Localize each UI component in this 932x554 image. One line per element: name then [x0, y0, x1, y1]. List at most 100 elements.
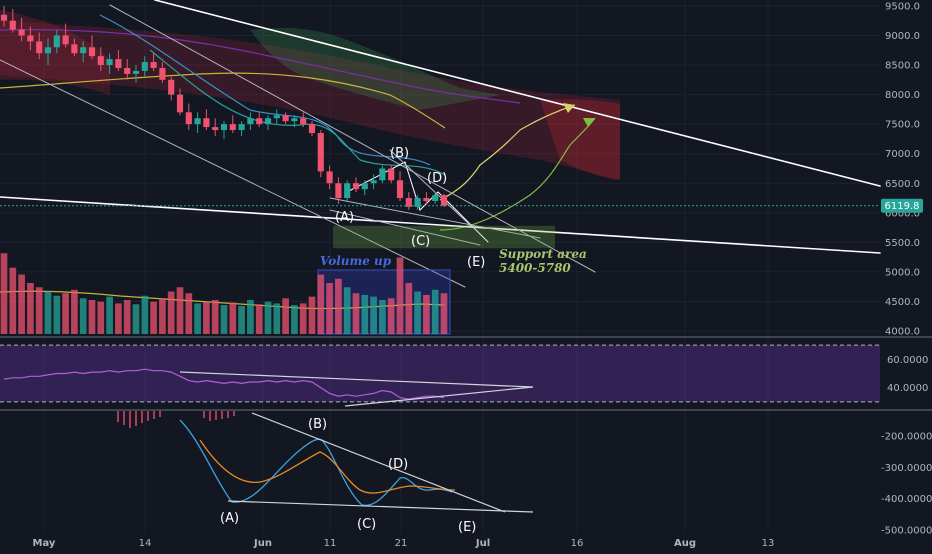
- price-tick-label: 7500.0: [885, 120, 920, 131]
- candle: [344, 180, 351, 201]
- candle: [62, 23, 69, 48]
- time-axis-ticks: May 14 Jun 11 21 Jul 16 Aug 13: [33, 538, 775, 549]
- volume-bar: [211, 300, 219, 334]
- support-line: [0, 196, 881, 254]
- volume-bar: [18, 274, 25, 334]
- price-tick-label: 9000.0: [885, 31, 920, 42]
- volume-bar: [106, 296, 113, 334]
- candle: [247, 112, 254, 131]
- macd-wave-label-d: (D): [388, 457, 408, 472]
- candle: [159, 62, 166, 83]
- volume-bar: [379, 300, 386, 334]
- candle: [80, 41, 87, 63]
- volume-bar: [115, 303, 122, 334]
- time-tick-label: Jun: [253, 538, 272, 549]
- time-tick-label: Aug: [674, 538, 696, 549]
- oscillator-axis-ticks: 60.0000 40.0000: [887, 355, 928, 394]
- price-tick-label: 8500.0: [885, 61, 920, 72]
- volume-bar: [405, 283, 413, 334]
- price-tick-label: 5500.0: [885, 238, 920, 249]
- ma-yellow: [0, 72, 446, 129]
- volume-bar: [220, 305, 228, 334]
- macd-tick-label: -300.0000: [881, 463, 932, 474]
- volume-bar: [264, 301, 272, 334]
- macd-line: [179, 419, 453, 507]
- volume-bar: [423, 294, 430, 334]
- price-tick-label: 7000.0: [885, 149, 920, 160]
- candle: [291, 115, 298, 128]
- volume-bar: [291, 305, 298, 334]
- time-tick-label: 21: [395, 538, 408, 549]
- volume-bar: [238, 305, 245, 334]
- volume-bar: [440, 293, 448, 334]
- volume-bar: [282, 298, 289, 334]
- volume-bars: [0, 253, 448, 334]
- volume-bar: [370, 296, 377, 334]
- time-axis-panel: [0, 533, 932, 550]
- candle: [71, 38, 78, 57]
- channel-upper: [109, 4, 596, 273]
- candle: [396, 171, 404, 201]
- wave-label-d: (D): [427, 171, 447, 186]
- volume-bar: [159, 298, 166, 334]
- candle: [106, 53, 113, 74]
- arrow-head-green: [583, 118, 595, 127]
- support-area-title: Support area: [499, 247, 587, 261]
- volume-bar: [167, 291, 175, 334]
- candle: [168, 76, 175, 101]
- candle: [97, 47, 104, 71]
- candle: [53, 29, 60, 54]
- macd-trend-upper: [251, 412, 506, 513]
- candle: [326, 165, 333, 190]
- support-area-range: 5400-5780: [499, 261, 571, 275]
- volume-bar: [97, 301, 105, 334]
- price-axis-panel: [880, 0, 932, 550]
- volume-bar: [387, 298, 395, 334]
- macd-histogram: [117, 411, 235, 428]
- time-tick-label: May: [33, 538, 56, 549]
- volume-bar: [62, 293, 69, 334]
- candle: [229, 115, 236, 134]
- volume-bar: [150, 301, 157, 334]
- candle: [0, 5, 8, 27]
- wave-label-c: (C): [411, 234, 430, 249]
- volume-bar: [273, 303, 281, 334]
- candle: [176, 88, 184, 116]
- candle: [300, 112, 307, 128]
- candle: [361, 180, 368, 196]
- candle: [185, 103, 192, 131]
- candle: [115, 50, 122, 71]
- channel-lower: [0, 59, 466, 288]
- macd-wave-label-e: (E): [458, 520, 476, 535]
- macd-tick-label: -500.0000: [881, 525, 932, 536]
- candle: [124, 59, 131, 80]
- price-tick-label: 5000.0: [885, 267, 920, 278]
- volume-bar: [79, 298, 87, 334]
- candle: [317, 130, 324, 178]
- candle: [335, 177, 342, 204]
- osc-trend-lower: [344, 386, 534, 407]
- volume-bar: [335, 278, 342, 334]
- candle: [238, 121, 245, 136]
- candle: [150, 53, 157, 71]
- volume-bar: [317, 274, 325, 334]
- time-tick-label: Jul: [475, 538, 490, 549]
- volume-bar: [361, 294, 369, 334]
- volume-bar: [343, 287, 351, 334]
- volume-bar: [229, 302, 237, 334]
- macd-tick-label: -200.0000: [881, 432, 932, 443]
- projection-line: [389, 149, 471, 226]
- oscillator-band: [0, 345, 880, 402]
- candle: [264, 115, 272, 131]
- candle: [44, 38, 52, 66]
- wedge-lower: [329, 209, 481, 246]
- volume-bar: [431, 289, 439, 334]
- candle: [132, 65, 140, 83]
- macd-wave-label-a: (A): [220, 511, 239, 526]
- cloud-green: [250, 27, 500, 110]
- oscillator-tick-label: 40.0000: [887, 383, 928, 394]
- candle: [440, 193, 448, 207]
- candle: [432, 192, 439, 204]
